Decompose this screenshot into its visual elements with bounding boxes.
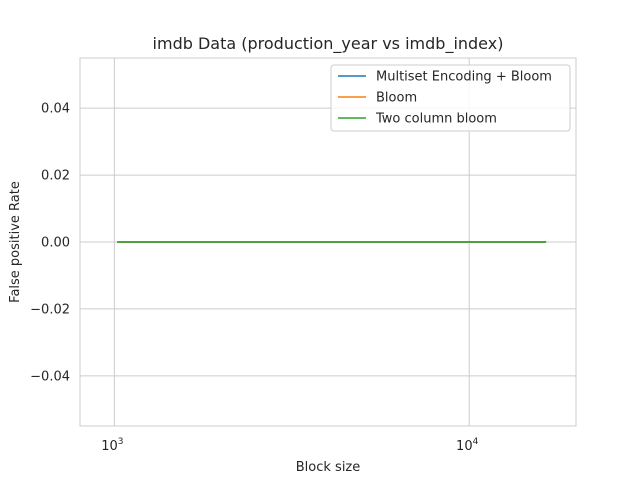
legend-entry: Two column bloom: [375, 112, 497, 127]
plot-frame: [79, 57, 577, 427]
y-tick-label: 0.00: [41, 236, 70, 251]
y-tick-label: −0.04: [30, 369, 70, 384]
x-tick-label: 104: [456, 437, 479, 454]
y-tick-label: −0.02: [30, 302, 70, 317]
y-tick-label: 0.04: [41, 102, 70, 117]
x-axis-label: Block size: [296, 460, 361, 475]
legend: Multiset Encoding + Bloom Bloom Two column…: [330, 64, 571, 132]
y-axis-label: False positive Rate: [8, 181, 23, 303]
legend-entry: Bloom: [376, 91, 417, 106]
legend-frame: [330, 64, 571, 132]
legend-entry: Multiset Encoding + Bloom: [376, 70, 552, 85]
x-tick-base: 10: [101, 439, 118, 454]
x-tick-exponent: 3: [118, 437, 124, 447]
y-tick-label: 0.02: [41, 169, 70, 184]
x-tick-base: 10: [456, 439, 473, 454]
x-tick-exponent: 4: [473, 437, 479, 447]
x-tick-label: 103: [101, 437, 123, 454]
chart-title: imdb Data (production_year vs imdb_index…: [153, 34, 504, 54]
